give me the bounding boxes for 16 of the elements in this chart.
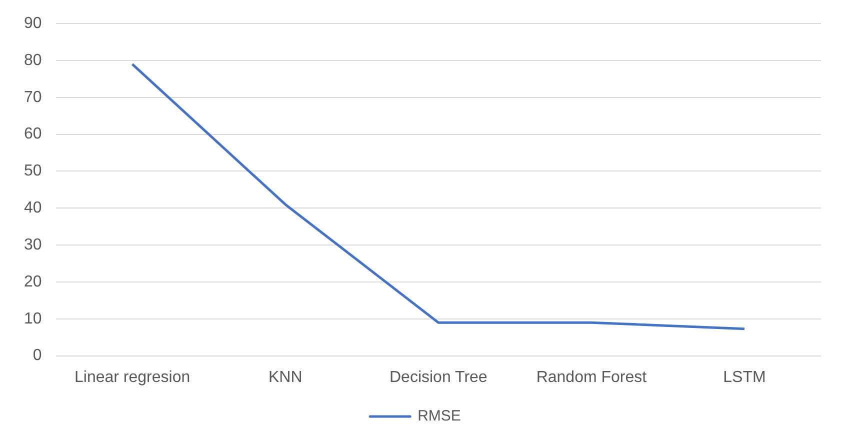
y-tick-label: 80 xyxy=(24,52,42,69)
x-tick-label: Linear regresion xyxy=(74,368,190,386)
x-tick-label: Decision Tree xyxy=(389,368,488,386)
y-tick-label: 10 xyxy=(24,310,42,328)
y-tick-label: 40 xyxy=(24,200,42,217)
y-tick-label: 30 xyxy=(24,236,42,254)
x-tick-label: Random Forest xyxy=(536,368,648,386)
y-tick-label: 0 xyxy=(32,347,42,364)
y-tick-label: 90 xyxy=(24,15,42,32)
y-tick-label: 20 xyxy=(24,273,42,290)
y-tick-label: 60 xyxy=(24,126,42,143)
x-tick-label: KNN xyxy=(268,368,302,386)
legend-label: RMSE xyxy=(418,408,461,425)
y-tick-label: 50 xyxy=(24,162,42,180)
y-tick-label: 70 xyxy=(24,88,42,106)
x-tick-label: LSTM xyxy=(723,368,766,386)
